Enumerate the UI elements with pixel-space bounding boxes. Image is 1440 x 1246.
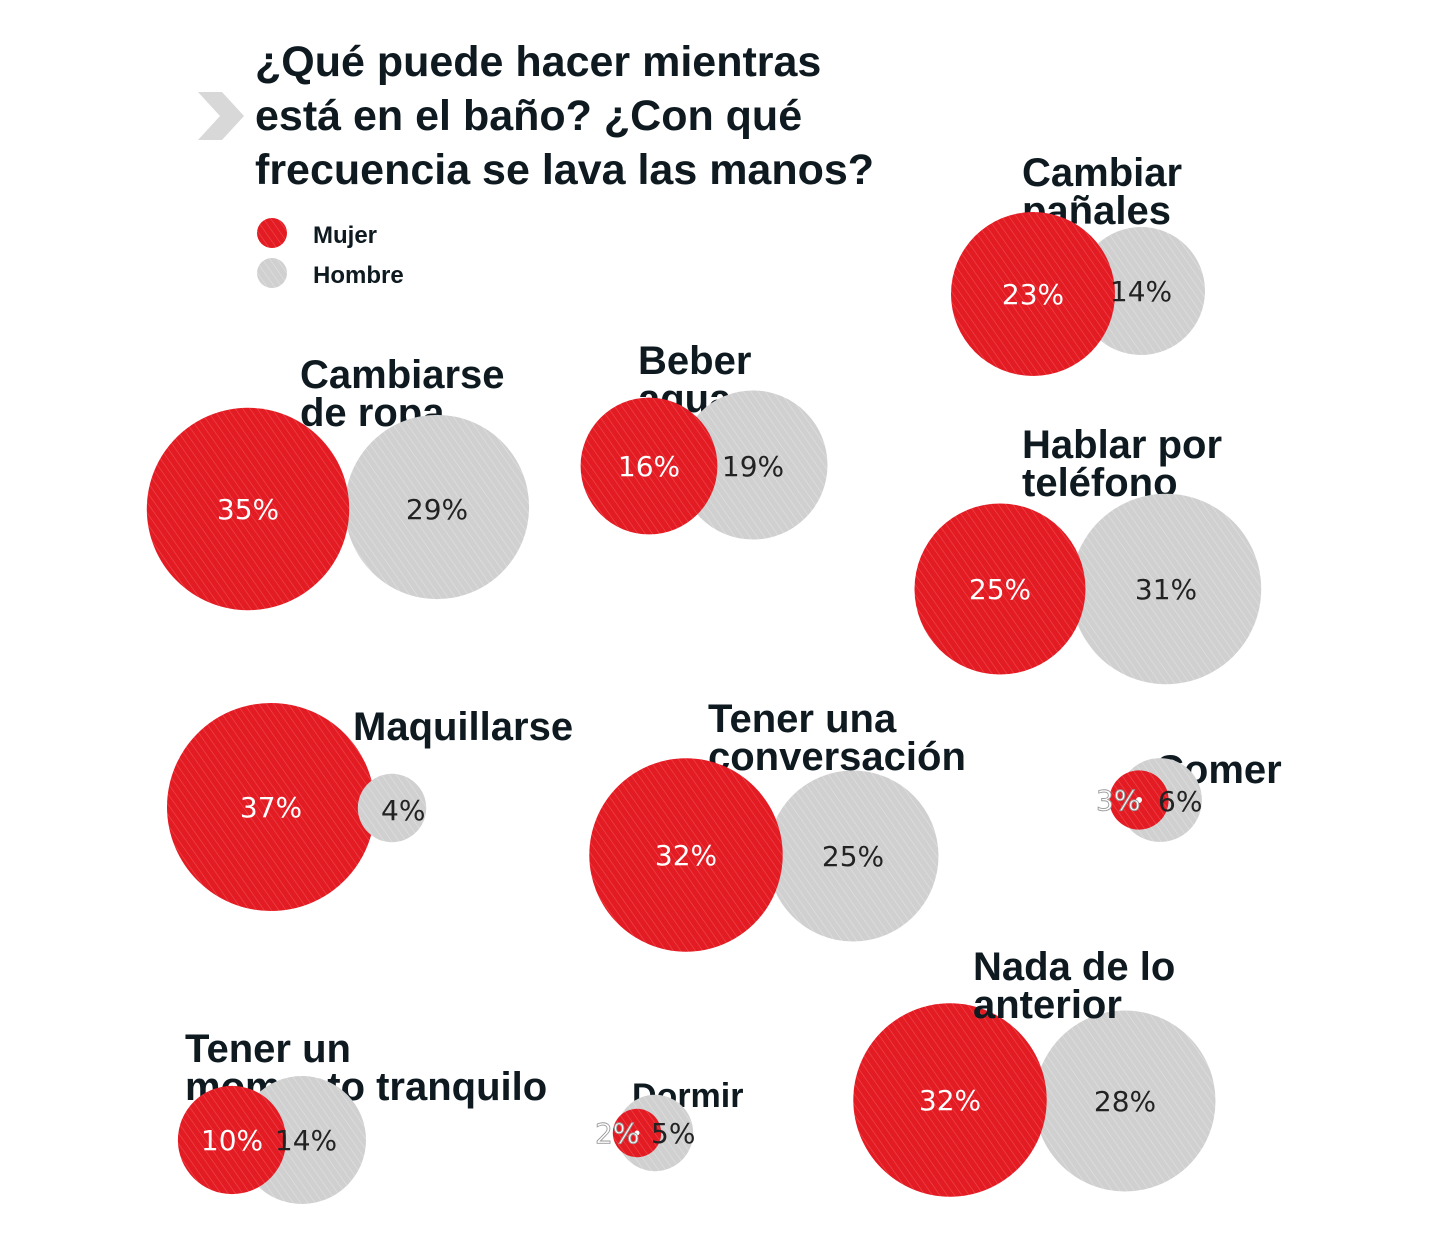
bubble-mujer xyxy=(589,758,783,952)
category-label-line: Beber xyxy=(638,339,751,383)
value-label-mujer: 32% xyxy=(655,839,717,872)
category-nada-de-lo-anterior: Nada de lo anterior 32% 28% xyxy=(853,945,1216,1197)
legend-label-hombre: Hombre xyxy=(313,262,404,289)
value-label-mujer: 35% xyxy=(217,493,279,526)
bubble-hombre xyxy=(1034,1010,1216,1192)
category-tener-una-conversacion: Tener una conversación 32% 25% xyxy=(589,697,966,952)
value-label-mujer: 2% xyxy=(595,1117,639,1150)
value-label-mujer: 32% xyxy=(919,1084,981,1117)
value-label-mujer: 25% xyxy=(969,573,1031,606)
category-maquillarse: Maquillarse 37% 4% xyxy=(167,703,573,911)
bubble-mujer xyxy=(853,1003,1047,1197)
value-label-mujer: 16% xyxy=(618,450,680,483)
category-dormir: Dormir 2% 5% xyxy=(595,1077,743,1172)
category-label-line: Tener un xyxy=(185,1027,351,1071)
value-label-hombre: 6% xyxy=(1158,785,1202,818)
category-label-line: conversación xyxy=(708,735,966,779)
bubble-center-dot xyxy=(1136,797,1142,803)
bubble-mujer xyxy=(580,397,718,535)
bubble-center-dot xyxy=(634,1130,640,1136)
chevron-arrow-icon xyxy=(198,92,244,140)
category-label-line: Nada de lo xyxy=(973,945,1175,989)
title-line-3: frecuencia se lava las manos? xyxy=(255,146,874,194)
value-label-mujer: 23% xyxy=(1002,278,1064,311)
category-tener-un-momento-tranquilo: Tener un momento tranquilo 10% 14% xyxy=(177,1027,547,1204)
category-hablar-por-telefono: Hablar por teléfono 25% 31% xyxy=(914,423,1262,685)
category-label-line: Maquillarse xyxy=(353,705,573,749)
value-label-hombre: 25% xyxy=(822,840,884,873)
bubble-hombre xyxy=(767,770,939,942)
value-label-hombre: 14% xyxy=(1110,275,1172,308)
bubble-hombre xyxy=(1070,493,1262,685)
bubble-mujer xyxy=(146,407,350,611)
category-label-line: Cambiarse xyxy=(300,353,505,397)
category-cambiarse-de-ropa: Cambiarse de ropa 35% 29% xyxy=(146,353,530,611)
value-label-mujer: 37% xyxy=(240,791,302,824)
chart-title: ¿Qué puede hacer mientras está en el bañ… xyxy=(255,38,874,194)
value-label-mujer: 3% xyxy=(1096,784,1140,817)
bubble-mujer xyxy=(951,212,1115,376)
category-cambiar-panales: Cambiar pañales 23% 14% xyxy=(951,151,1205,376)
value-label-hombre: 31% xyxy=(1135,573,1197,606)
category-beber-agua: Beber agua 16% 19% xyxy=(580,339,828,540)
category-label-line: Hablar por xyxy=(1022,423,1222,467)
value-label-hombre: 4% xyxy=(381,794,425,827)
bubble-mujer xyxy=(914,503,1086,675)
title-line-2: está en el baño? ¿Con qué xyxy=(255,92,802,140)
value-label-hombre: 19% xyxy=(722,450,784,483)
bubble-hombre xyxy=(357,773,427,843)
value-label-hombre: 14% xyxy=(275,1124,337,1157)
bubble-hombre xyxy=(678,390,828,540)
bubble-hombre xyxy=(344,414,530,600)
category-label-line: anterior xyxy=(973,983,1122,1027)
category-label-line: Cambiar xyxy=(1022,151,1182,195)
legend-swatch-mujer xyxy=(257,218,287,248)
bubble-mujer xyxy=(177,1085,287,1195)
value-label-hombre: 29% xyxy=(406,493,468,526)
legend: Mujer Hombre xyxy=(257,218,404,289)
title-line-1: ¿Qué puede hacer mientras xyxy=(255,38,821,86)
category-comer: Comer 3% 6% xyxy=(1096,748,1282,842)
value-label-hombre: 5% xyxy=(651,1117,695,1150)
category-label-line: Tener una xyxy=(708,697,897,741)
bubble-mujer xyxy=(167,703,375,911)
value-label-mujer: 10% xyxy=(201,1124,263,1157)
legend-swatch-hombre xyxy=(257,258,287,288)
legend-label-mujer: Mujer xyxy=(313,222,377,249)
value-label-hombre: 28% xyxy=(1094,1085,1156,1118)
